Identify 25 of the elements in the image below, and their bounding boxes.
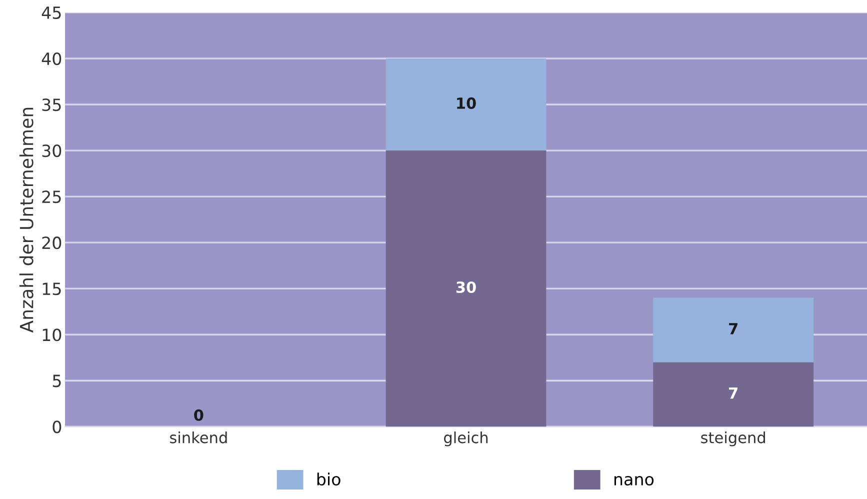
data-label: 0 bbox=[194, 409, 204, 421]
data-label: 7 bbox=[729, 388, 738, 399]
y-tick-label: 0 bbox=[52, 420, 62, 434]
y-axis-title: Anzahl der Unternehmen bbox=[19, 108, 34, 333]
data-label: 30 bbox=[456, 281, 476, 294]
data-label: 7 bbox=[729, 323, 738, 334]
y-tick-label: 10 bbox=[42, 328, 62, 342]
y-tick-label: 20 bbox=[42, 236, 62, 250]
y-tick-label: 35 bbox=[42, 98, 61, 112]
x-tick-label: sinkend bbox=[170, 432, 227, 444]
bar bbox=[386, 150, 546, 427]
y-tick-label: 5 bbox=[52, 374, 61, 388]
legend-label: bio bbox=[317, 472, 340, 486]
y-tick-label: 25 bbox=[42, 190, 61, 204]
y-tick-label: 45 bbox=[42, 6, 61, 20]
bar bbox=[653, 362, 814, 427]
legend-label: nano bbox=[614, 476, 654, 486]
bar bbox=[386, 58, 546, 151]
x-tick-label: steigend bbox=[701, 432, 765, 446]
x-tick-label: gleich bbox=[444, 432, 488, 446]
y-tick-label: 15 bbox=[42, 282, 61, 296]
y-tick-label: 40 bbox=[42, 52, 62, 66]
y-tick-label: 30 bbox=[42, 144, 62, 158]
data-label: 10 bbox=[457, 97, 476, 109]
bar bbox=[653, 298, 814, 362]
